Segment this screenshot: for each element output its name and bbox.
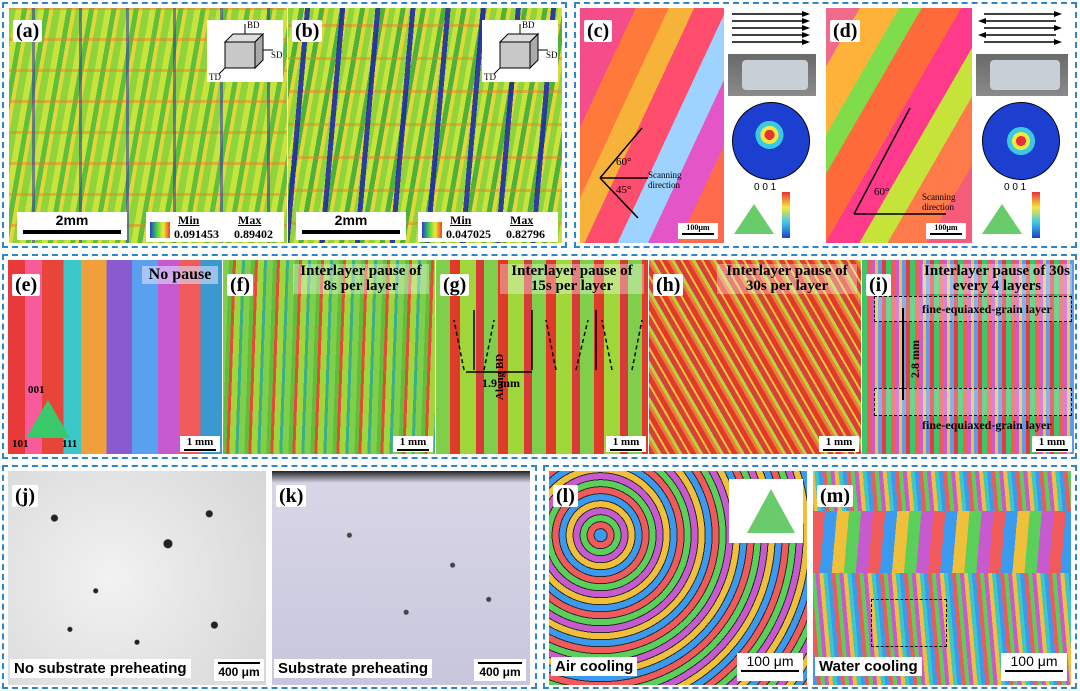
ipf-triangle-icon — [734, 204, 774, 234]
scale-bar: 1 mm — [1032, 436, 1072, 452]
panel-label: (c) — [584, 20, 613, 42]
panel-caption: Air cooling — [551, 657, 638, 676]
panel-label: (k) — [276, 485, 307, 507]
sample-cube-icon: BD SD TD — [207, 20, 283, 82]
scale-bar: 100 μm — [1001, 653, 1067, 681]
ipf-legend: 001 101 111 — [12, 384, 78, 450]
along-label: Along BD — [494, 353, 506, 400]
scale-bar: 400 μm — [474, 659, 526, 681]
scan-arrows-icon — [732, 11, 810, 45]
panel-caption: Interlayer pause of 15s per layer — [500, 264, 644, 294]
panel-caption: No pause — [142, 266, 218, 284]
intensity-colorbar — [1032, 192, 1040, 238]
sample-photo — [728, 54, 816, 96]
distance-marker — [902, 308, 904, 400]
scale-bar: 400 μm — [214, 659, 264, 681]
panel-label: (h) — [653, 274, 684, 296]
inset-column-d: 0 0 1 — [974, 8, 1072, 243]
panel-caption: No substrate preheating — [10, 659, 191, 678]
pole-label: 0 0 1 — [754, 182, 777, 193]
scale-bar: 100μm — [926, 223, 966, 239]
layer-label-top: fine-equiaxed-grain layer — [922, 302, 1052, 316]
ipf-legend — [729, 479, 803, 543]
bidirectional-scan-icon — [978, 11, 1062, 45]
map-g: (g) Interlayer pause of 15s per layer 1.… — [436, 260, 648, 454]
panel-label: (d) — [830, 20, 861, 42]
pore-dots — [272, 471, 530, 685]
zoom-box — [871, 599, 947, 647]
panel-caption: Interlayer pause of 30s per layer — [717, 264, 857, 294]
panel-label: (f) — [227, 274, 253, 296]
map-a: (a) BD SD TD 2mm Min 0.091453 Max 0.8940… — [9, 8, 287, 243]
panel-label: (b) — [292, 20, 323, 42]
panel-caption: Substrate preheating — [274, 659, 433, 678]
panel-label: (a) — [13, 20, 43, 42]
distance-label: 1.9 mm — [482, 376, 520, 390]
pole-label: 0 0 1 — [1004, 182, 1027, 193]
scale-bar: 100 μm — [737, 653, 803, 681]
micrograph-k: (k) Substrate preheating 400 μm — [272, 471, 530, 685]
map-f: (f) Interlayer pause of 8s per layer 1 m… — [223, 260, 435, 454]
scale-bar: 2mm — [296, 212, 406, 240]
scale-bar: 2mm — [17, 212, 127, 240]
micrograph-j: (j) No substrate preheating 400 μm — [8, 471, 266, 685]
color-legend: Min 0.047025 Max 0.82796 — [418, 212, 558, 242]
scale-bar: 100μm — [678, 223, 718, 239]
scale-bar: 1 mm — [393, 436, 433, 452]
map-i: (i) Interlayer pause of 30s every 4 laye… — [862, 260, 1074, 454]
fine-layer-top — [874, 296, 1072, 322]
panel-label: (e) — [12, 274, 41, 296]
scale-bar: 1 mm — [606, 436, 646, 452]
sample-photo — [976, 54, 1068, 96]
scale-bar: 1 mm — [180, 436, 220, 452]
sample-cube-icon: BD SD TD — [482, 20, 558, 82]
panel-caption: Interlayer pause of 30s every 4 layers — [922, 264, 1072, 294]
panel-label: (m) — [817, 485, 853, 507]
panel-label: (g) — [440, 274, 470, 296]
layer-label-bottom: fine-equiaxed-grain layer — [922, 418, 1052, 432]
pole-figure — [732, 102, 810, 180]
scale-bar: 1 mm — [819, 436, 859, 452]
growth-arrows — [453, 310, 643, 373]
map-h: (h) Interlayer pause of 30s per layer 1 … — [649, 260, 861, 454]
intensity-colorbar — [782, 192, 790, 238]
pole-figure — [982, 102, 1060, 180]
coarse-grain-band — [813, 511, 1071, 573]
map-m: (m) Water cooling 100 μm — [813, 471, 1071, 685]
panel-label: (l) — [553, 485, 578, 507]
panel-caption: Water cooling — [815, 657, 922, 676]
ipf-triangle-icon — [982, 204, 1022, 234]
pore-dots — [8, 471, 266, 685]
map-d: (d) 60° Scanning direction 100μm — [826, 8, 972, 243]
map-c: (c) 60° 45° Scanning direction 100μm — [580, 8, 724, 243]
map-e: (e) No pause 001 101 111 1 mm — [8, 260, 222, 454]
angle-annotation — [853, 107, 946, 215]
color-legend: Min 0.091453 Max 0.89402 — [146, 212, 284, 242]
panel-caption: Interlayer pause of 8s per layer — [293, 264, 429, 294]
inset-column-c: 0 0 1 — [726, 8, 818, 243]
map-l: (l) Air cooling 100 μm — [549, 471, 807, 685]
panel-label: (j) — [12, 485, 38, 507]
distance-label: 2.8 mm — [908, 340, 922, 378]
fine-layer-bottom — [874, 388, 1072, 416]
angle-annotation — [599, 127, 648, 219]
map-b: (b) BD SD TD 2mm Min 0.047025 Max 0.8279… — [288, 8, 562, 243]
panel-label: (i) — [866, 274, 891, 296]
